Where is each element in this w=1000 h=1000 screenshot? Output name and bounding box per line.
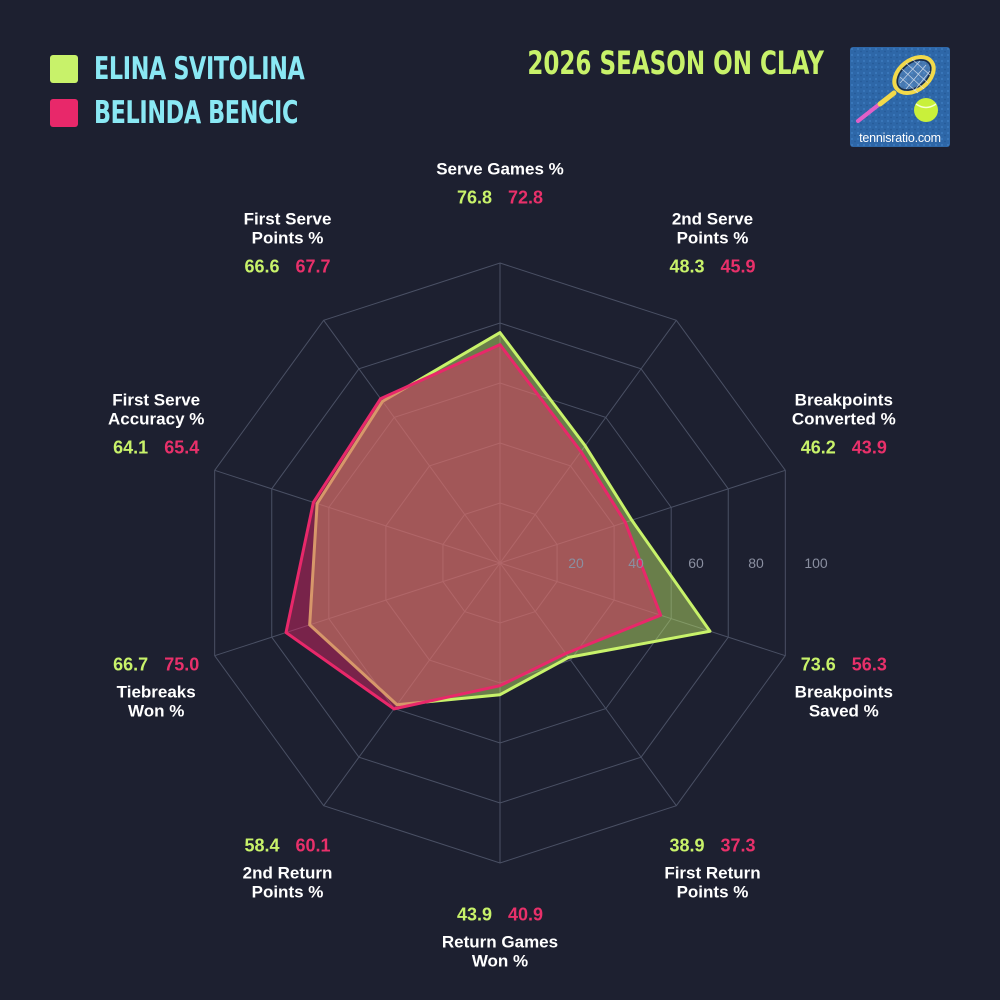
value-label-b-0: 72.8 bbox=[508, 188, 543, 208]
legend-item-series-b: BELINDA BENCIC bbox=[50, 92, 386, 134]
tick-label-40: 40 bbox=[628, 555, 644, 571]
value-label-b-5: 40.9 bbox=[508, 905, 543, 925]
axis-label-3-line-1: Saved % bbox=[809, 702, 879, 721]
grid-spoke-1 bbox=[499, 320, 677, 564]
axis-label-1-line-0: 2nd Serve bbox=[672, 210, 753, 229]
value-label-b-4: 37.3 bbox=[720, 835, 755, 855]
axis-label-group-0: 76.8 72.8 Serve Games % bbox=[436, 160, 564, 208]
axis-label-3-line-0: Breakpoints bbox=[795, 683, 893, 702]
grid-spoke-7 bbox=[214, 562, 501, 657]
axis-label-4-line-1: Points % bbox=[677, 882, 749, 901]
value-label-b-6: 60.1 bbox=[296, 835, 331, 855]
legend: ELINA SVITOLINA BELINDA BENCIC bbox=[50, 48, 386, 134]
axis-label-4-line-0: First Return bbox=[664, 863, 760, 882]
value-label-a-0: 76.8 bbox=[457, 188, 492, 208]
axis-label-1-line-1: Points % bbox=[677, 229, 749, 248]
tick-label-100: 100 bbox=[804, 555, 828, 571]
value-label-b-7: 75.0 bbox=[164, 655, 199, 675]
value-label-b-9: 67.7 bbox=[296, 257, 331, 277]
value-label-a-3: 73.6 bbox=[801, 655, 836, 675]
value-label-b-8: 65.4 bbox=[164, 437, 199, 457]
value-label-b-1: 45.9 bbox=[720, 257, 755, 277]
grid-spoke-8 bbox=[214, 469, 501, 564]
grid-spoke-6 bbox=[323, 562, 501, 806]
logo-text: tennisratio.com bbox=[859, 131, 941, 145]
axis-label-7-line-1: Won % bbox=[128, 702, 184, 721]
value-label-a-8: 64.1 bbox=[113, 437, 148, 457]
axis-label-6-line-0: 2nd Return bbox=[243, 863, 333, 882]
axis-label-9-line-0: First Serve bbox=[244, 210, 332, 229]
axis-label-9-line-1: Points % bbox=[252, 229, 324, 248]
radar-series bbox=[284, 331, 712, 711]
series-area-b bbox=[284, 343, 663, 711]
value-label-a-5: 43.9 bbox=[457, 905, 492, 925]
axis-label-7-line-0: Tiebreaks bbox=[117, 683, 196, 702]
axis-label-8-line-0: First Serve bbox=[112, 390, 200, 409]
value-label-a-7: 66.7 bbox=[113, 655, 148, 675]
axis-label-8-line-1: Accuracy % bbox=[108, 409, 204, 428]
tick-label-20: 20 bbox=[568, 555, 584, 571]
tennis-racket-and-ball-icon bbox=[850, 47, 950, 147]
axis-label-5-line-0: Return Games bbox=[442, 933, 558, 952]
site-logo[interactable]: tennisratio.com bbox=[850, 47, 950, 147]
value-label-b-3: 56.3 bbox=[852, 655, 887, 675]
legend-swatch-series-b bbox=[50, 99, 78, 127]
radial-tick-labels: 20 40 60 80 100 bbox=[568, 555, 828, 571]
value-label-a-1: 48.3 bbox=[669, 257, 704, 277]
legend-item-series-a: ELINA SVITOLINA bbox=[50, 48, 386, 90]
axis-label-2-line-0: Breakpoints bbox=[795, 390, 893, 409]
grid-spoke-9 bbox=[323, 320, 501, 564]
value-label-b-2: 43.9 bbox=[852, 437, 887, 457]
tick-label-80: 80 bbox=[748, 555, 764, 571]
radar-grid bbox=[214, 262, 786, 864]
axis-label-5-line-1: Won % bbox=[472, 952, 528, 971]
axis-label-6-line-1: Points % bbox=[252, 882, 324, 901]
axis-label-0-line-0: Serve Games % bbox=[436, 160, 564, 179]
grid-spoke-4 bbox=[499, 562, 677, 806]
tick-label-60: 60 bbox=[688, 555, 704, 571]
legend-swatch-series-a bbox=[50, 55, 78, 83]
chart-title: 2026 SEASON ON CLAY bbox=[527, 44, 824, 82]
axis-label-2-line-1: Converted % bbox=[792, 409, 896, 428]
value-label-a-9: 66.6 bbox=[244, 257, 279, 277]
legend-label-series-a: ELINA SVITOLINA bbox=[94, 51, 305, 87]
value-label-a-4: 38.9 bbox=[669, 835, 704, 855]
grid-spoke-3 bbox=[499, 562, 786, 657]
value-label-a-6: 58.4 bbox=[244, 835, 279, 855]
value-label-a-2: 46.2 bbox=[801, 437, 836, 457]
series-area-a bbox=[308, 331, 712, 707]
legend-label-series-b: BELINDA BENCIC bbox=[94, 95, 299, 131]
grid-spoke-2 bbox=[499, 469, 786, 564]
